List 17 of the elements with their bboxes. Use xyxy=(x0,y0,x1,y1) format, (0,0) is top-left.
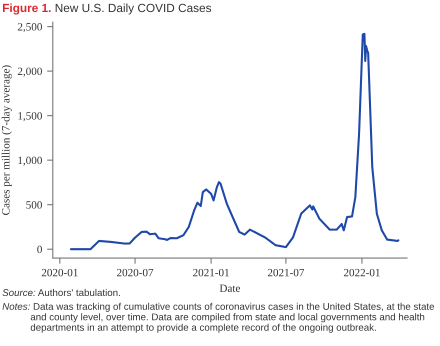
y-tick-label: 1,000 xyxy=(18,156,42,166)
y-tick-label: 500 xyxy=(26,201,42,209)
source-note: Source: Authors' tabulation. xyxy=(2,288,120,296)
y-tick-label: 2,500 xyxy=(18,23,42,32)
chart-title: Figure 1. New U.S. Daily COVID Cases xyxy=(2,3,212,15)
y-tick-label: 1,500 xyxy=(18,112,42,122)
text: Notes: Data was tracking of cumulative counts of coronavirus cases in the United States, at the state and county level, over time. Data are compiled from state and local governments and health departments in an attempt to provide a complete record of the ongoing outbreak. xyxy=(2,302,434,333)
line-series xyxy=(70,32,400,250)
x-tick-label: 2022-01 xyxy=(344,268,380,276)
x-tick-label: 2021-01 xyxy=(193,268,229,276)
x-tick-label: 2021-07 xyxy=(268,268,304,276)
y-axis-title: Cases per million (7-day average) xyxy=(2,65,12,215)
y-tick-label: 2,000 xyxy=(18,68,42,77)
x-axis-title: Date xyxy=(220,284,240,292)
x-tick-label: 2020-01 xyxy=(42,268,78,276)
y-tick-label: 0 xyxy=(37,246,42,254)
x-tick-label: 2020-07 xyxy=(117,268,154,276)
